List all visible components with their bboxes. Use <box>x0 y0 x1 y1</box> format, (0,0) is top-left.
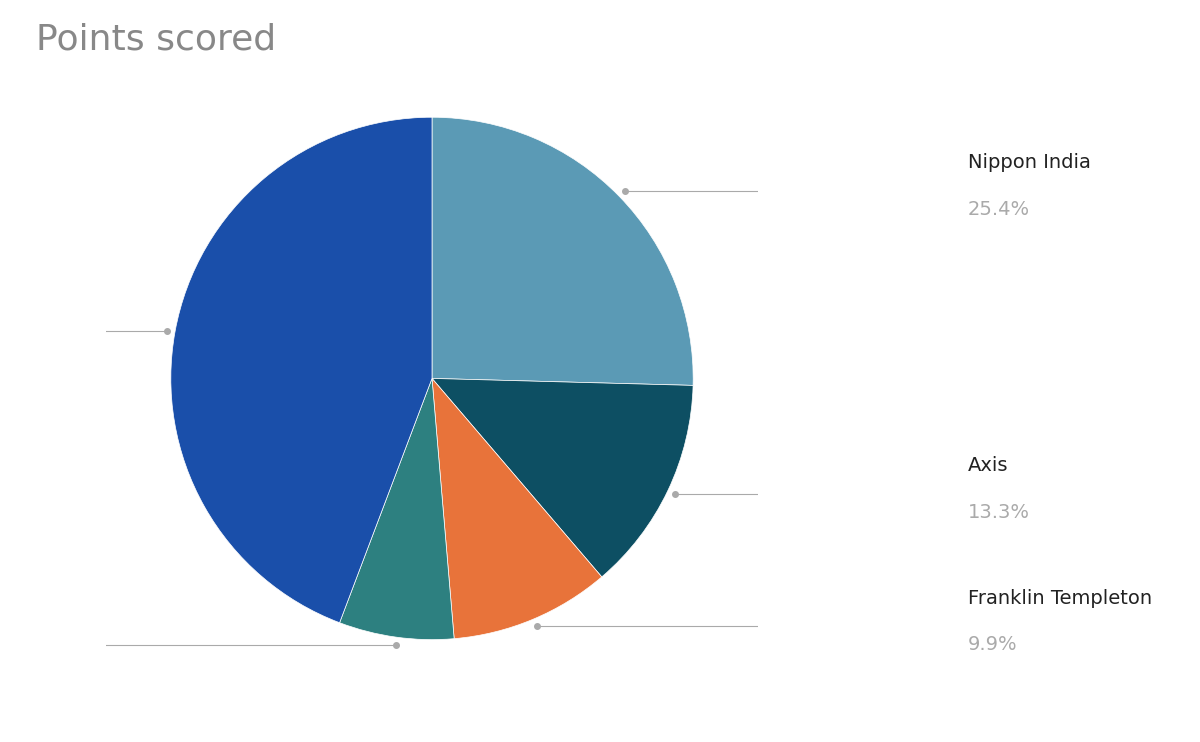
Wedge shape <box>432 378 601 639</box>
Wedge shape <box>340 378 454 640</box>
Text: 9.9%: 9.9% <box>967 635 1018 654</box>
Text: Nippon India: Nippon India <box>967 153 1091 172</box>
Wedge shape <box>432 378 694 577</box>
Text: Franklin Templeton: Franklin Templeton <box>967 588 1152 608</box>
Text: Points scored: Points scored <box>36 22 276 56</box>
Text: 13.3%: 13.3% <box>967 502 1030 522</box>
Wedge shape <box>432 117 694 385</box>
Text: Axis: Axis <box>967 456 1008 475</box>
Wedge shape <box>170 117 432 623</box>
Text: 25.4%: 25.4% <box>967 200 1030 218</box>
